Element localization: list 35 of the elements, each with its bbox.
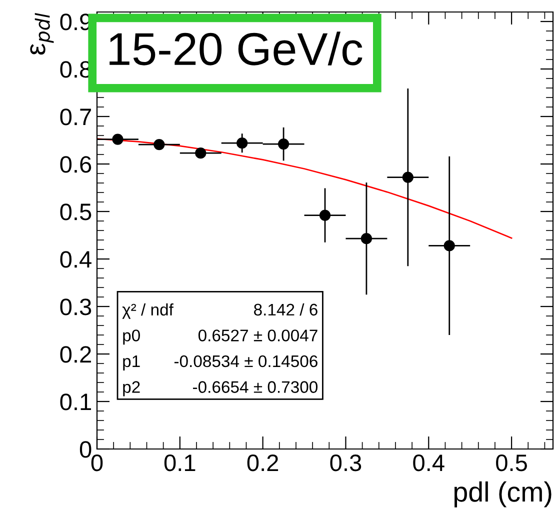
point bbox=[236, 138, 248, 149]
y-tick-label: 0.3 bbox=[60, 298, 92, 316]
x-tick-label: 0.4 bbox=[413, 454, 444, 472]
y-tick-label: 0 bbox=[80, 441, 92, 458]
y-tick-label: 0.1 bbox=[60, 394, 91, 410]
point bbox=[112, 134, 124, 145]
x-tick-label: 0 bbox=[91, 454, 103, 472]
y-tick-label: 0.6 bbox=[60, 156, 92, 173]
point bbox=[444, 240, 455, 252]
annotation: p0 bbox=[123, 330, 140, 345]
x-axis-title: pdl (cm) bbox=[454, 481, 552, 508]
annotation: p2 bbox=[123, 381, 140, 396]
point bbox=[360, 233, 372, 244]
y-tick-label: 0.7 bbox=[60, 108, 91, 126]
x-tick-label: 0.5 bbox=[496, 454, 527, 472]
x-tick-label: 0.3 bbox=[330, 454, 362, 472]
line-series bbox=[97, 138, 512, 239]
annotation: p1 bbox=[123, 356, 140, 370]
annotation: χ² / ndf bbox=[122, 303, 174, 319]
point bbox=[402, 172, 414, 183]
point bbox=[154, 138, 165, 150]
annotation: -0.6654 ± 0.7300 bbox=[193, 381, 318, 393]
point bbox=[278, 138, 290, 150]
point bbox=[319, 210, 331, 221]
x-tick-label: 0.1 bbox=[164, 454, 196, 472]
x-tick-label: 0.2 bbox=[247, 454, 278, 472]
y-tick-label: 0.5 bbox=[60, 204, 92, 220]
annotation: 15-20 GeV/c bbox=[110, 32, 362, 66]
y-tick-label: 0.4 bbox=[60, 251, 92, 268]
point bbox=[195, 148, 206, 159]
y-tick-label: 0.2 bbox=[60, 346, 91, 363]
y-axis-title: ε$_{pdl}$ bbox=[30, 12, 54, 55]
annotation: 0.6527 ± 0.0047 bbox=[198, 330, 318, 342]
annotation: 8.142 / 6 bbox=[254, 303, 318, 316]
annotation: -0.08534 ± 0.14506 bbox=[174, 355, 318, 368]
